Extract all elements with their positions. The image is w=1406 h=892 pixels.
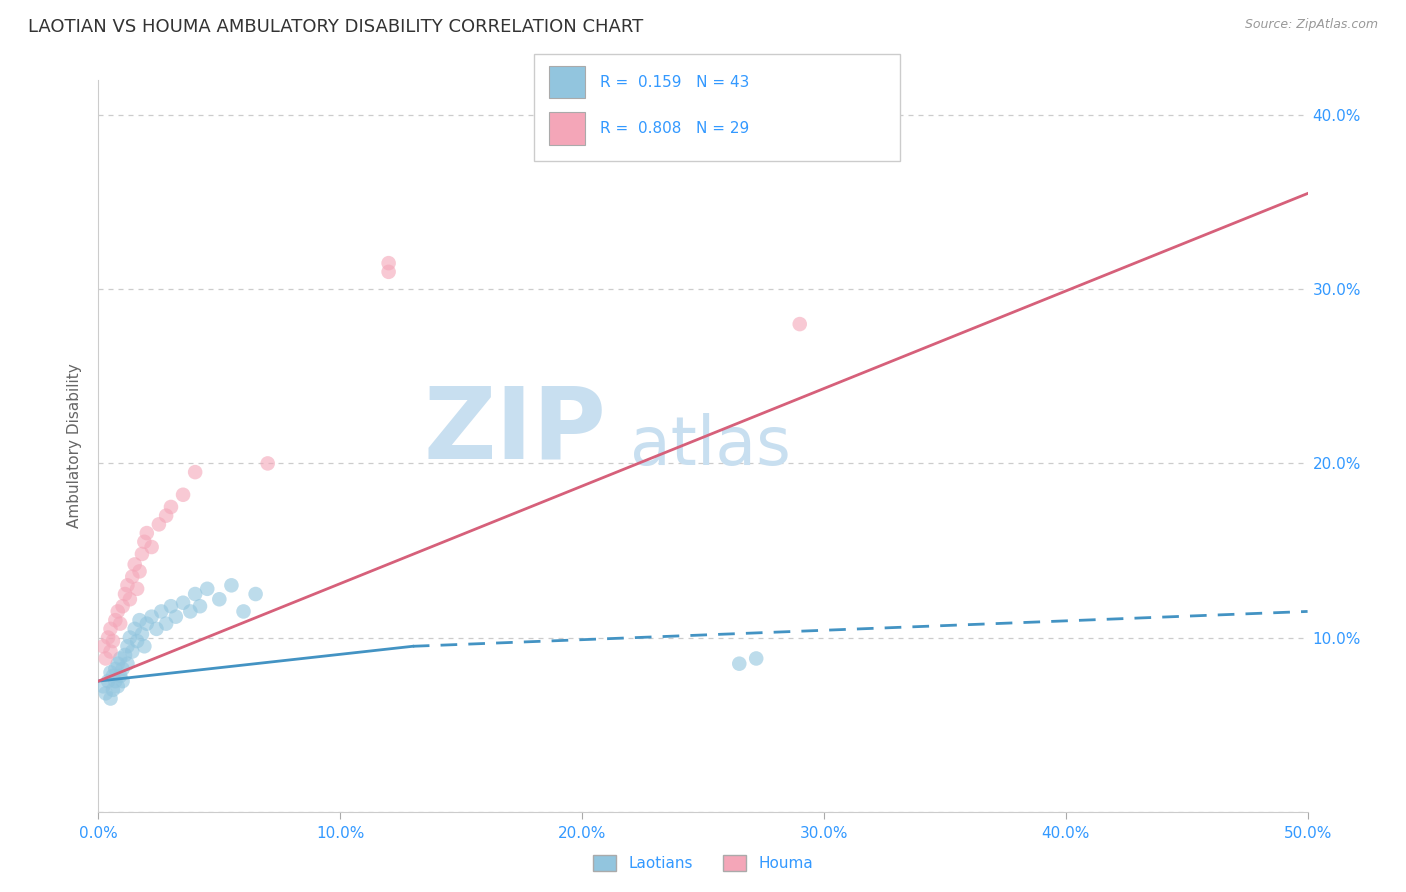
Point (145, 622, 167, 636)
Point (179, 604, 201, 618)
Point (745, 651, 768, 665)
Point (100, 622, 122, 636)
Point (124, 558, 146, 572)
Point (127, 582, 149, 596)
Point (172, 488, 194, 502)
Point (104, 662, 127, 676)
Point (118, 631, 141, 645)
Point (91, 640, 114, 654)
Point (104, 674, 127, 689)
Point (256, 457, 278, 471)
Point (101, 682, 124, 697)
Point (91, 679, 114, 693)
Point (728, 657, 751, 671)
Point (101, 634, 124, 648)
Point (114, 648, 136, 662)
Point (127, 634, 149, 648)
Point (100, 665, 122, 680)
Text: atlas: atlas (630, 413, 792, 479)
Text: Source: ZipAtlas.com: Source: ZipAtlas.com (1244, 18, 1378, 31)
Point (377, 256, 399, 270)
Point (107, 604, 129, 618)
Point (128, 565, 150, 579)
Point (188, 599, 211, 614)
Y-axis label: Ambulatory Disability: Ambulatory Disability (67, 364, 83, 528)
Point (117, 640, 139, 654)
Point (155, 508, 177, 523)
Point (118, 592, 141, 607)
Point (134, 534, 156, 549)
FancyBboxPatch shape (534, 54, 900, 161)
Point (97, 674, 120, 689)
Point (141, 540, 163, 554)
Text: ZIP: ZIP (423, 383, 606, 480)
Bar (548, 66, 585, 98)
Point (97, 631, 120, 645)
Text: LAOTIAN VS HOUMA AMBULATORY DISABILITY CORRELATION CHART: LAOTIAN VS HOUMA AMBULATORY DISABILITY C… (28, 18, 644, 36)
Point (150, 604, 173, 618)
Point (148, 517, 170, 532)
Point (221, 578, 243, 592)
Point (155, 616, 177, 631)
Point (789, 317, 811, 331)
Point (195, 582, 218, 596)
Point (131, 547, 153, 561)
Point (124, 622, 146, 636)
Text: R =  0.159   N = 43: R = 0.159 N = 43 (600, 75, 749, 90)
Point (232, 604, 254, 618)
Point (94, 686, 117, 700)
Point (101, 669, 124, 683)
Point (377, 265, 399, 279)
Point (135, 616, 157, 631)
Point (121, 569, 143, 583)
Point (111, 674, 134, 689)
Point (160, 599, 183, 614)
Point (117, 578, 139, 592)
Point (121, 644, 143, 658)
Point (104, 613, 127, 627)
Point (135, 526, 157, 541)
Point (107, 679, 129, 693)
Point (94, 651, 117, 665)
Point (134, 640, 156, 654)
Point (114, 587, 136, 601)
Point (117, 657, 139, 671)
Point (141, 609, 163, 624)
Legend: Laotians, Houma: Laotians, Houma (586, 849, 820, 877)
Point (108, 669, 131, 683)
Point (108, 651, 131, 665)
Point (100, 691, 122, 706)
Point (184, 465, 207, 479)
Point (208, 592, 231, 607)
Point (184, 587, 207, 601)
Point (100, 644, 122, 658)
Point (160, 500, 183, 514)
Point (128, 613, 150, 627)
Point (111, 662, 134, 676)
Point (108, 616, 131, 631)
Bar (548, 112, 585, 145)
Point (111, 599, 134, 614)
Point (172, 596, 194, 610)
Point (107, 657, 129, 671)
Point (245, 587, 267, 601)
Point (165, 609, 187, 624)
Text: R =  0.808   N = 29: R = 0.808 N = 29 (600, 121, 749, 136)
Point (131, 627, 153, 641)
